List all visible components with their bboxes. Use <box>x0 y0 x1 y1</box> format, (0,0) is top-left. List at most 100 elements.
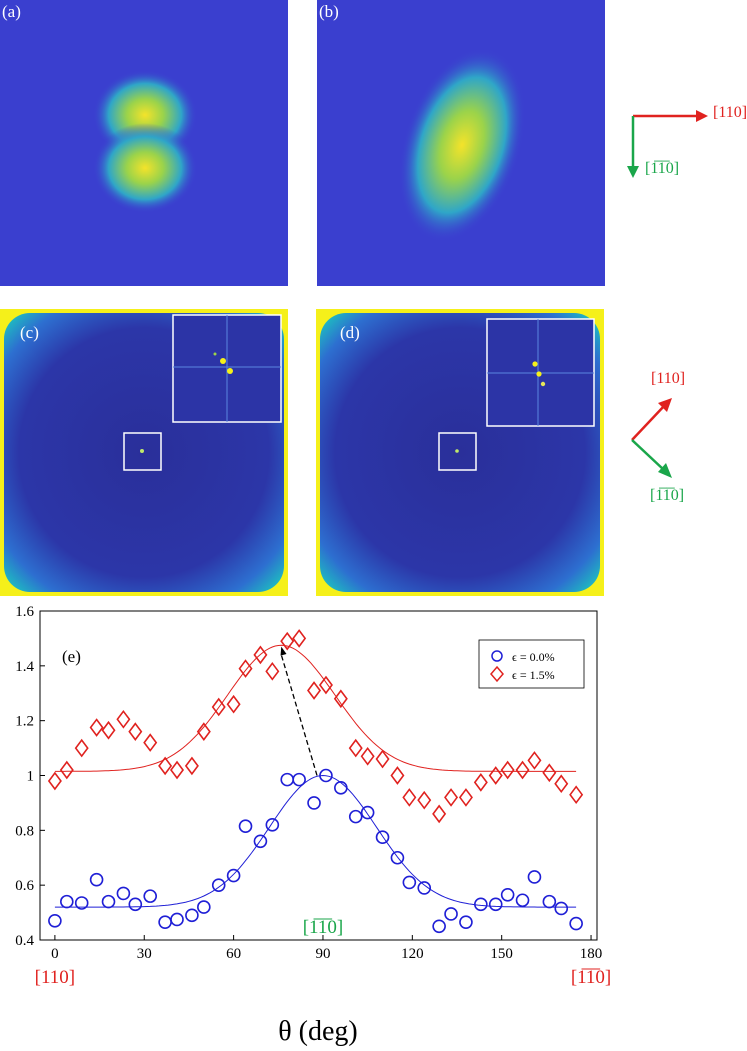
marker-s1-1 <box>59 760 74 780</box>
marker-s0-38 <box>569 916 583 931</box>
arrowhead-1-10-diag <box>658 463 672 478</box>
marker-s0-10 <box>185 908 199 923</box>
x-annotations: [110] [1̅1̅0] [1̅1̅0] <box>35 917 612 988</box>
shift-arrow-line <box>280 654 318 776</box>
speckle-image-a: (a) <box>0 0 288 286</box>
label-110-mid: [110] <box>651 370 686 387</box>
fft-c-zoom-box <box>123 432 162 471</box>
panel-label-b: (b) <box>319 2 339 21</box>
fft-d-inset-peak1 <box>532 361 538 367</box>
marker-s0-27 <box>417 881 432 895</box>
marker-s1-14 <box>238 659 253 678</box>
marker-s0-32 <box>488 897 503 912</box>
marker-s1-36 <box>542 763 557 783</box>
marker-s0-12 <box>211 878 226 892</box>
direction-arrows-top <box>627 110 708 178</box>
marker-s1-37 <box>554 774 569 794</box>
y-tick-label-2: 0.8 <box>15 823 34 839</box>
legend-label-0: ϵ = 0.0% <box>512 650 555 664</box>
marker-s0-22 <box>348 809 363 824</box>
fit-curve-1 <box>54 644 577 772</box>
marker-s0-36 <box>542 894 557 909</box>
fft-d-zoom-box <box>438 432 477 471</box>
marker-s0-35 <box>527 870 542 884</box>
shift-arrow-head <box>280 646 287 656</box>
fft-d-svg <box>320 313 600 592</box>
fft-image-c: (c) <box>0 309 288 596</box>
marker-s0-21 <box>334 781 348 795</box>
marker-s0-7 <box>143 889 158 903</box>
direction-arrows-mid <box>631 398 672 478</box>
marker-s1-23 <box>360 746 375 766</box>
marker-s0-18 <box>292 772 306 787</box>
marker-s1-35 <box>527 751 542 770</box>
marker-s1-16 <box>265 661 280 681</box>
panel-label-a: (a) <box>2 2 21 21</box>
marker-s1-29 <box>444 788 459 807</box>
marker-s0-25 <box>390 850 405 865</box>
x-tick-label-2: 60 <box>226 946 241 962</box>
marker-s0-9 <box>170 912 184 927</box>
y-tick-label-4: 1.2 <box>15 714 34 730</box>
x-annotation-0: [110] <box>35 967 75 988</box>
marker-s1-11 <box>196 722 211 741</box>
marker-s1-34 <box>515 760 530 780</box>
y-tick-label-3: 1 <box>27 769 35 785</box>
marker-s1-32 <box>488 766 503 785</box>
marker-s1-2 <box>74 738 89 758</box>
marker-s0-24 <box>375 830 390 844</box>
marker-s1-18 <box>292 629 307 648</box>
marker-s1-3 <box>89 718 104 737</box>
marker-s1-5 <box>116 709 131 729</box>
marker-s1-27 <box>417 790 432 810</box>
panel-label-d: (d) <box>340 323 360 342</box>
arrowhead-110-x <box>696 110 708 122</box>
x-tick-label-5: 150 <box>490 946 513 962</box>
x-tick-label-3: 90 <box>315 946 330 962</box>
panel-label-e: (e) <box>62 647 81 666</box>
marker-s0-16 <box>265 818 280 832</box>
marker-s1-20 <box>318 675 333 695</box>
x-annotation-1: [1̅1̅0] <box>571 967 611 988</box>
marker-s0-5 <box>116 886 131 901</box>
speckle-lobe-lower <box>93 123 197 213</box>
legend-marker-circle <box>491 650 503 662</box>
shift-arrow <box>280 646 318 776</box>
speckle-image-b: (b) <box>317 0 605 286</box>
marker-s1-31 <box>473 773 488 792</box>
arrowhead-1-10-y <box>627 166 639 178</box>
arrow-1-10-diag <box>631 439 665 471</box>
marker-s0-34 <box>515 893 530 908</box>
marker-s1-9 <box>170 760 185 780</box>
x-tick-label-4: 120 <box>401 946 424 962</box>
marker-s0-14 <box>238 819 253 834</box>
label-1-10-top: [1̅1̅0] <box>645 160 680 177</box>
marker-s0-4 <box>101 894 116 909</box>
marker-s1-4 <box>101 720 116 740</box>
marker-s1-33 <box>500 760 515 780</box>
marker-s1-13 <box>226 694 241 714</box>
data-markers <box>47 629 584 934</box>
fft-c-center-peak <box>140 449 144 453</box>
y-tick-label-6: 1.6 <box>15 604 34 620</box>
marker-s0-6 <box>128 897 143 912</box>
marker-s1-12 <box>211 697 226 717</box>
fft-c-inset-peak1 <box>220 358 226 364</box>
marker-s0-30 <box>459 915 473 929</box>
marker-s0-11 <box>197 900 211 914</box>
fft-c-svg <box>4 313 284 592</box>
x-tick-label-1: 30 <box>137 946 152 962</box>
marker-s0-2 <box>74 896 89 910</box>
marker-s0-1 <box>60 894 74 909</box>
marker-s1-28 <box>432 804 447 824</box>
marker-s0-19 <box>307 796 321 810</box>
y-tick-label-5: 1.4 <box>15 659 34 675</box>
legend-label-1: ϵ = 1.5% <box>512 668 555 682</box>
fft-c-inset-peak2 <box>227 368 233 374</box>
marker-s1-30 <box>458 788 473 807</box>
axis-ticks: 0 30 60 90 120 150 180 0.4 0.6 0.8 1 1.2 1.4 1.6 <box>15 604 602 962</box>
legend-marker-diamond <box>490 665 504 683</box>
speckle-a-svg <box>93 70 197 213</box>
panel-label-c: (c) <box>20 323 39 342</box>
marker-s0-33 <box>500 887 515 902</box>
